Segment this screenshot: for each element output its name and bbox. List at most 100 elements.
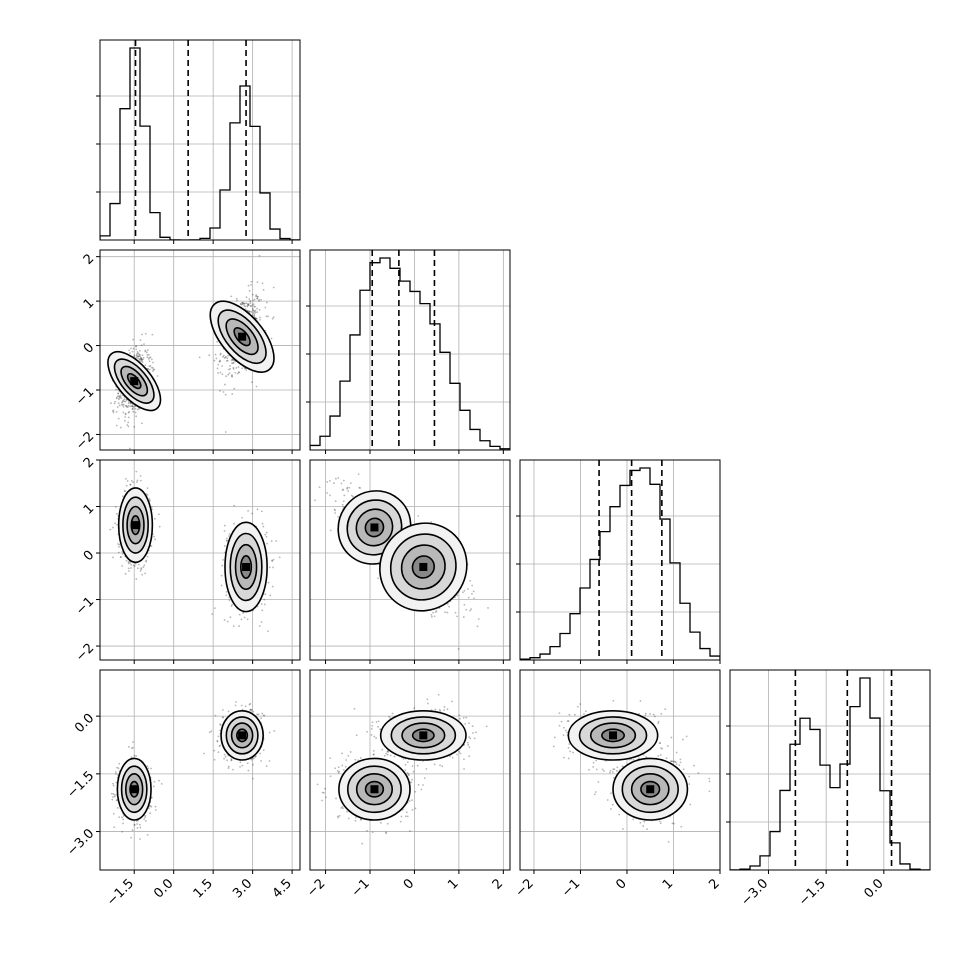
sample-point xyxy=(260,298,262,301)
sample-point xyxy=(229,364,231,367)
sample-point xyxy=(235,701,237,703)
sample-point xyxy=(117,417,120,420)
sample-point xyxy=(257,295,259,298)
sample-point xyxy=(114,505,117,508)
sample-point xyxy=(250,305,253,308)
sample-point xyxy=(267,630,269,633)
sample-point xyxy=(133,354,136,357)
sample-point xyxy=(253,298,256,301)
sample-point xyxy=(246,304,249,307)
y-tick-label: −1 xyxy=(73,594,97,618)
sample-point xyxy=(352,495,354,498)
sample-point xyxy=(345,759,348,761)
sample-point xyxy=(117,398,120,401)
sample-point xyxy=(224,356,227,359)
sample-point xyxy=(256,281,259,284)
sample-point xyxy=(264,306,267,309)
sample-point xyxy=(119,396,122,399)
x-tick-label: −1.5 xyxy=(104,876,137,909)
y-tick-label: −1.5 xyxy=(64,769,97,802)
sample-point xyxy=(141,422,143,425)
sample-point xyxy=(136,479,139,482)
sample-point xyxy=(318,486,321,489)
hist-panel-2 xyxy=(516,459,721,664)
sample-point xyxy=(129,483,132,486)
sample-point xyxy=(221,709,224,711)
sample-point xyxy=(223,545,226,547)
density-contour xyxy=(124,773,144,806)
sample-point xyxy=(342,500,345,503)
sample-point xyxy=(210,730,213,733)
density-contour xyxy=(400,544,446,590)
sample-point xyxy=(132,406,135,408)
sample-point xyxy=(230,759,233,761)
sample-point xyxy=(247,303,250,306)
sample-point xyxy=(244,305,247,308)
sample-point xyxy=(234,360,237,363)
panel-frame xyxy=(99,669,301,871)
sample-point xyxy=(148,368,151,371)
density-contour xyxy=(220,709,264,761)
sample-point xyxy=(260,717,263,720)
sample-point xyxy=(224,755,227,758)
sample-point xyxy=(264,533,267,536)
sample-point xyxy=(224,393,227,396)
sample-point xyxy=(131,408,134,411)
sample-point xyxy=(152,368,155,371)
sample-point xyxy=(241,764,244,767)
sample-point xyxy=(263,598,266,601)
sample-point xyxy=(263,714,266,717)
density-contour xyxy=(229,532,263,602)
sample-point xyxy=(265,531,268,534)
y-tick-label: −1 xyxy=(73,385,97,409)
sample-point xyxy=(459,717,461,720)
sample-point xyxy=(221,564,224,567)
sample-point xyxy=(265,301,268,304)
sample-point xyxy=(412,770,415,773)
sample-point xyxy=(262,714,265,717)
sample-point xyxy=(268,760,271,762)
sample-point xyxy=(471,592,473,595)
sample-point xyxy=(219,352,222,355)
sample-point xyxy=(134,407,137,410)
sample-point xyxy=(198,356,201,359)
sample-point xyxy=(134,411,137,414)
sample-point xyxy=(456,594,459,597)
sample-point xyxy=(122,818,125,821)
sample-point xyxy=(261,522,264,525)
sample-point xyxy=(270,337,273,340)
sample-point xyxy=(141,573,144,576)
sample-point xyxy=(219,353,222,356)
sample-point xyxy=(256,317,258,320)
sample-point xyxy=(139,358,141,360)
sample-point xyxy=(222,355,224,358)
sample-point xyxy=(118,762,121,765)
sample-point xyxy=(469,609,471,612)
sample-point xyxy=(214,714,217,717)
sample-point xyxy=(233,522,235,525)
sample-point xyxy=(227,354,229,357)
sample-point xyxy=(252,710,255,713)
sample-point xyxy=(214,353,217,356)
sample-point xyxy=(152,785,155,788)
panel-content xyxy=(100,670,300,870)
sample-point xyxy=(448,605,450,608)
x-tick-label: 3.0 xyxy=(230,876,255,901)
sample-point xyxy=(138,349,141,352)
sample-point xyxy=(112,796,114,798)
sample-point xyxy=(255,295,257,298)
sample-point xyxy=(144,572,147,575)
sample-point xyxy=(259,752,262,755)
sample-point xyxy=(219,744,222,747)
sample-point xyxy=(203,752,206,755)
sample-point xyxy=(121,400,124,403)
sample-point xyxy=(217,372,219,374)
sample-point xyxy=(254,309,257,312)
sample-point xyxy=(346,487,348,490)
sample-point xyxy=(132,746,134,749)
sample-point xyxy=(224,431,227,433)
sample-point xyxy=(275,540,278,542)
sample-point xyxy=(133,355,136,358)
sample-point xyxy=(121,401,124,404)
sample-point xyxy=(136,352,138,355)
